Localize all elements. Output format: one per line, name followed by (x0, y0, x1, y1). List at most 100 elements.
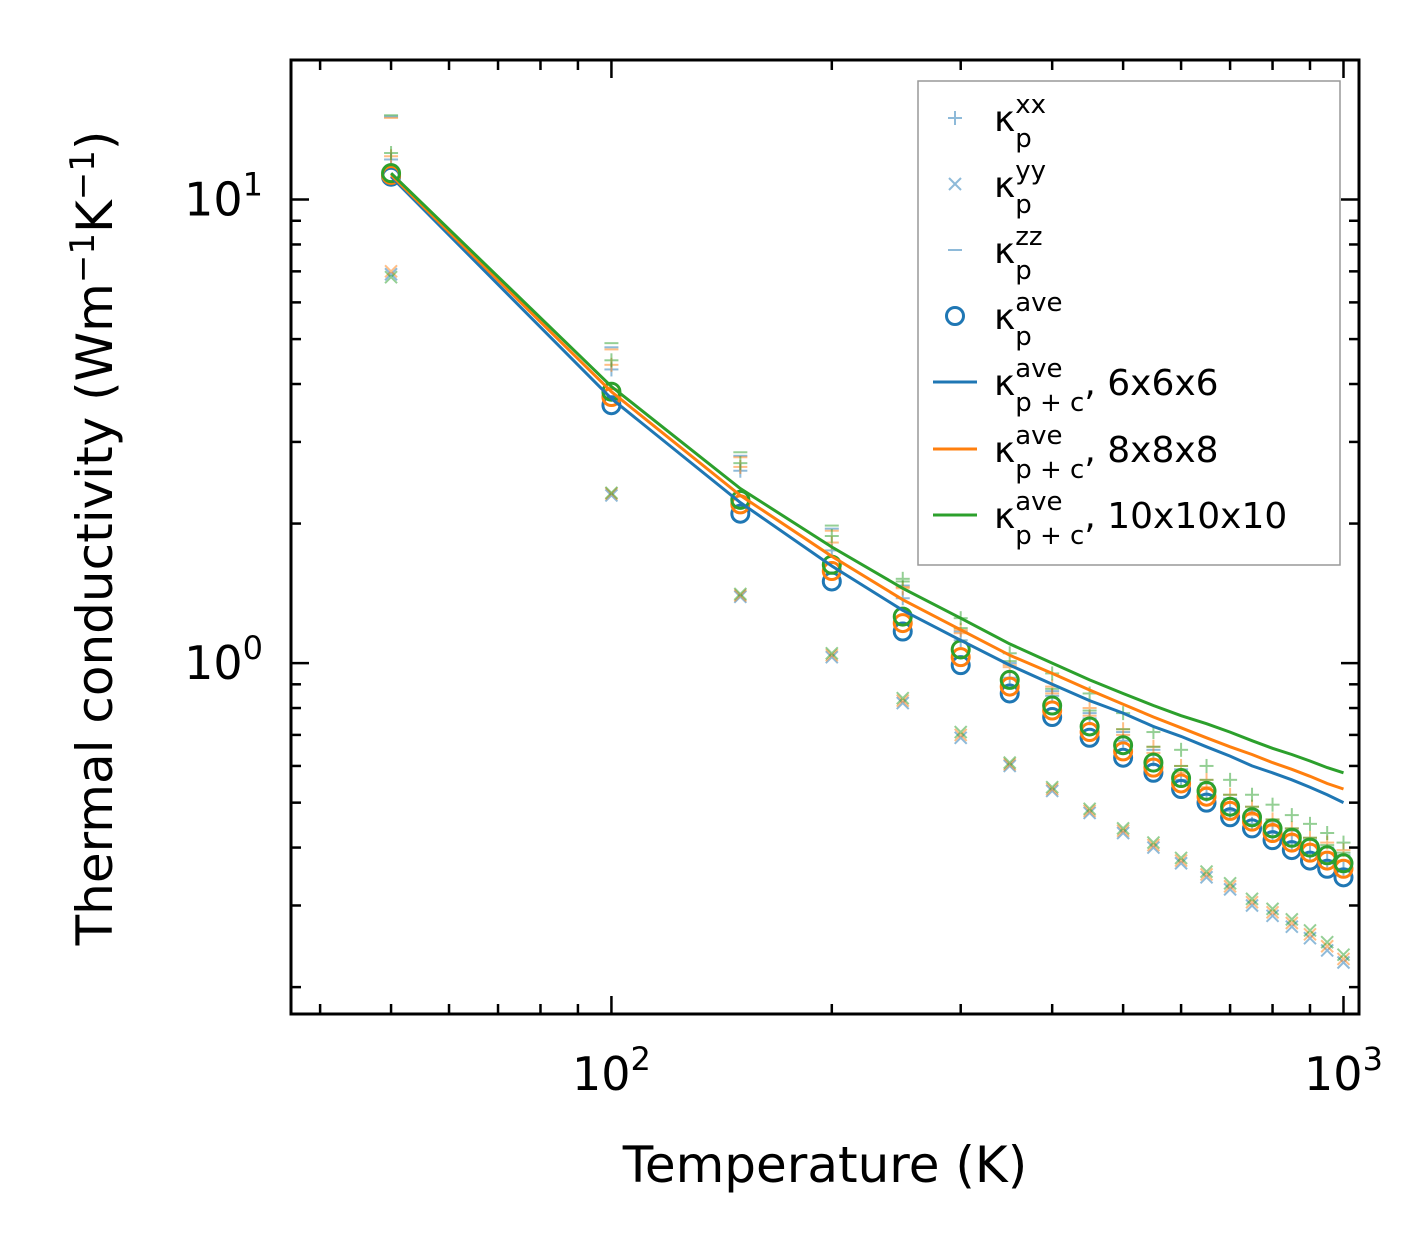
kave-point-10x10x10-450-ring (1079, 716, 1100, 737)
kpc-line-10x10x10 (390, 172, 1344, 775)
kyy-point-8x8x8-50-d2 (384, 264, 398, 279)
legend-entry-4: κave p + c, 6x6x6 (933, 354, 1219, 418)
kyy-point-6x6x6-100 (604, 488, 619, 503)
kyy-point-8x8x8-900 (1303, 927, 1317, 942)
legend-label-suffix: , 6x6x6 (1084, 363, 1218, 404)
kave-point-8x8x8-450 (1079, 722, 1100, 743)
legend-label-1: κyy p (994, 156, 1046, 220)
kyy-point-8x8x8-600-d2 (1174, 853, 1188, 868)
kave-point-8x8x8-500 (1113, 741, 1134, 762)
kyy-point-10x10x10-150-d2 (733, 587, 748, 601)
kxx-point-10x10x10-200 (824, 529, 839, 544)
kyy-point-10x10x10-800 (1265, 902, 1280, 916)
y-axis-title-main: Thermal conductivity (Wm (66, 283, 124, 946)
x-tick-label-100: 102 (572, 1040, 651, 1101)
kave-point-10x10x10-600-ring (1171, 768, 1192, 789)
legend-label-sup: yy (1015, 156, 1046, 186)
kxx-point-10x10x10-850 (1284, 808, 1299, 823)
kyy-point-10x10x10-850 (1285, 912, 1299, 927)
kave-point-6x6x6-600-ring (1171, 779, 1192, 800)
kave-point-8x8x8-600-ring (1171, 773, 1192, 794)
kyy-point-10x10x10-950 (1320, 935, 1334, 949)
kyy-point-8x8x8-850-d2 (1285, 916, 1299, 930)
kyy-point-8x8x8-300 (954, 728, 968, 742)
legend-label-sub: p + c (1015, 521, 1084, 551)
kyy-point-8x8x8-50 (384, 264, 398, 279)
legend-label-3: κave p (994, 288, 1063, 352)
kave-point-10x10x10-500-ring (1113, 735, 1134, 756)
y-tick-label-base: 10 (184, 173, 243, 227)
kave-point-6x6x6-350-ring (999, 683, 1020, 704)
legend-label-2: κzz p (994, 222, 1043, 286)
legend-entry-0: κxx p (948, 90, 1046, 154)
kave-point-6x6x6-400 (1042, 707, 1063, 728)
kyy-point-6x6x6-550-d2 (1146, 840, 1161, 855)
kyy-point-10x10x10-250 (896, 691, 910, 705)
legend-label-sup: zz (1015, 222, 1042, 252)
kyy-point-6x6x6-400 (1045, 784, 1059, 798)
y-axis-title-exp2: −1 (63, 150, 103, 200)
kyy-point-6x6x6-650-d2 (1199, 870, 1214, 885)
kyy-point-8x8x8-450 (1082, 804, 1097, 818)
kave-point-6x6x6-250-ring (892, 621, 913, 642)
legend-label-main: κ (994, 297, 1015, 338)
kxx-point-10x10x10-150 (733, 456, 748, 471)
kave-point-10x10x10-800 (1262, 818, 1283, 839)
kave-point-8x8x8-650-ring (1196, 786, 1217, 807)
kyy-point-8x8x8-550-d2 (1146, 838, 1161, 852)
kyy-point-10x10x10-950-d2 (1320, 935, 1334, 949)
kyy-point-6x6x6-250 (896, 696, 910, 710)
kyy-point-10x10x10-600 (1174, 851, 1188, 865)
y-axis-title-k: K (66, 199, 124, 233)
kyy-point-10x10x10-500 (1116, 821, 1130, 836)
kave-point-10x10x10-600 (1171, 768, 1192, 789)
kyy-point-8x8x8-300-d2 (954, 728, 968, 742)
kyy-point-10x10x10-50-d2 (384, 270, 398, 284)
kave-point-10x10x10-950 (1317, 845, 1338, 866)
kyy-point-10x10x10-100 (604, 486, 619, 500)
kave-point-10x10x10-350-ring (999, 669, 1020, 690)
kave-point-8x8x8-300-ring (950, 647, 971, 668)
kxx-point-10x10x10-750 (1245, 787, 1260, 802)
kave-point-8x8x8-1000-ring (1333, 858, 1354, 879)
kyy-point-10x10x10-300 (954, 725, 968, 739)
kyy-point-6x6x6-400-d2 (1045, 784, 1059, 798)
kyy-point-8x8x8-1000 (1336, 952, 1351, 966)
legend-label-4: κave p + c, 6x6x6 (994, 354, 1219, 418)
legend-entry-1: κyy p (948, 156, 1046, 220)
x-tick-label-base: 10 (572, 1047, 631, 1101)
kave-point-10x10x10-400-ring (1042, 695, 1063, 716)
kyy-point-10x10x10-1000 (1336, 947, 1351, 962)
kave-point-6x6x6-1000 (1333, 867, 1354, 888)
kave-point-10x10x10-850-ring (1281, 827, 1302, 848)
kyy-point-10x10x10-250-d2 (896, 691, 910, 705)
kyy-point-6x6x6-150 (733, 590, 748, 604)
kyy-point-8x8x8-800-d2 (1265, 905, 1280, 920)
legend-label-sub: p (1015, 190, 1032, 220)
kave-point-6x6x6-400-ring (1042, 707, 1063, 728)
y-tick-label-10: 101 (184, 166, 263, 227)
kyy-point-10x10x10-450 (1082, 802, 1097, 816)
kxx-point-10x10x10-700 (1223, 772, 1238, 787)
kave-point-10x10x10-750 (1242, 807, 1263, 828)
legend-label-0: κxx p (994, 90, 1046, 154)
kyy-point-6x6x6-50 (384, 267, 398, 281)
kyy-point-8x8x8-950-d2 (1320, 939, 1334, 953)
legend-label-main: κ (994, 99, 1015, 140)
kyy-point-6x6x6-700-d2 (1223, 882, 1237, 897)
kyy-point-10x10x10-50 (384, 270, 398, 284)
x-tick-label-exp: 2 (631, 1040, 651, 1078)
kyy-point-6x6x6-150-d2 (733, 590, 748, 604)
kyy-point-8x8x8-500 (1116, 823, 1130, 838)
kave-point-6x6x6-350 (999, 683, 1020, 704)
kave-point-8x8x8-1000 (1333, 858, 1354, 879)
kyy-point-6x6x6-600-d2 (1174, 856, 1188, 870)
legend-label-sub: p (1015, 322, 1032, 352)
legend-label-main: κ (994, 231, 1015, 272)
kave-point-10x10x10-550-ring (1143, 752, 1164, 773)
kxx-point-10x10x10-100 (604, 353, 619, 368)
x-axis-title: Temperature (K) (622, 1136, 1027, 1194)
kave-point-10x10x10-350 (999, 669, 1020, 690)
